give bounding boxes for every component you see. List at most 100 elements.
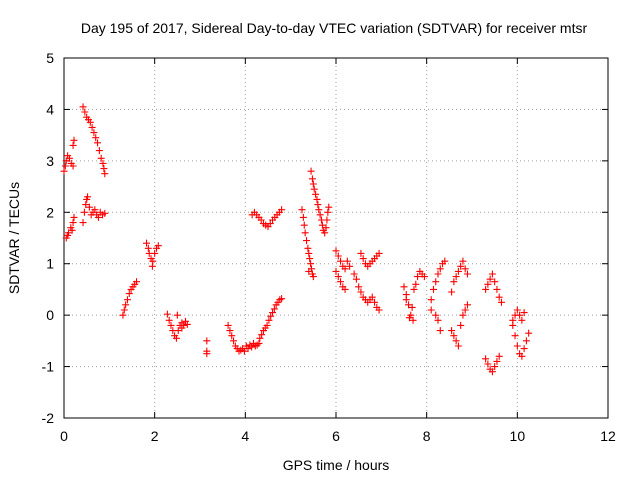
data-point	[174, 327, 182, 335]
data-point	[448, 288, 456, 296]
data-point	[459, 311, 467, 319]
data-point	[322, 224, 330, 232]
data-point	[64, 231, 72, 239]
data-point	[518, 352, 526, 360]
data-point	[323, 216, 331, 224]
data-point	[461, 265, 469, 273]
data-point	[350, 270, 358, 278]
data-point	[70, 136, 78, 144]
data-point	[265, 316, 273, 324]
data-point	[332, 247, 340, 255]
data-point	[84, 193, 92, 201]
data-point	[82, 201, 90, 209]
data-point	[300, 221, 308, 229]
data-point	[70, 213, 78, 221]
data-point	[79, 103, 87, 111]
data-point	[525, 329, 533, 337]
data-point	[516, 311, 524, 319]
data-point	[488, 270, 496, 278]
data-point	[144, 244, 152, 252]
data-point	[352, 275, 360, 283]
data-point	[228, 332, 236, 340]
data-point	[90, 129, 98, 137]
data-point	[95, 147, 103, 155]
data-point	[520, 345, 528, 353]
x-tick-label: 12	[600, 428, 616, 444]
data-point	[308, 175, 316, 183]
data-point	[518, 316, 526, 324]
data-point	[226, 327, 234, 335]
data-point	[256, 334, 264, 342]
data-point	[303, 237, 311, 245]
data-point	[298, 206, 306, 214]
data-point	[94, 139, 102, 147]
data-point	[85, 203, 93, 211]
data-point	[309, 273, 317, 281]
data-point	[305, 267, 313, 275]
data-point	[454, 342, 462, 350]
data-point	[341, 265, 349, 273]
data-point	[230, 337, 238, 345]
data-point	[99, 159, 107, 167]
x-tick-label: 2	[151, 428, 159, 444]
x-tick-labels: 0 2 4 6 8 10 12	[60, 428, 616, 444]
data-point	[237, 346, 245, 354]
data-point	[434, 316, 442, 324]
data-point	[493, 285, 501, 293]
data-point	[420, 273, 428, 281]
data-point	[427, 306, 435, 314]
data-point	[495, 352, 503, 360]
data-point	[68, 226, 76, 234]
data-point	[463, 270, 471, 278]
data-point	[88, 123, 96, 131]
data-point	[316, 211, 324, 219]
data-point	[163, 310, 171, 318]
data-point	[325, 203, 333, 211]
data-point	[461, 306, 469, 314]
y-tick-label: 3	[46, 153, 54, 169]
data-point	[81, 108, 89, 116]
data-point	[454, 267, 462, 275]
data-point	[165, 316, 173, 324]
data-point	[69, 141, 77, 149]
data-point	[488, 368, 496, 376]
data-point	[312, 190, 320, 198]
data-point	[463, 301, 471, 309]
data-point	[414, 273, 422, 281]
data-points	[60, 103, 533, 376]
data-point	[65, 154, 73, 162]
data-point	[497, 298, 505, 306]
data-point	[341, 285, 349, 293]
data-point	[307, 167, 315, 175]
y-tick-label: -2	[42, 410, 55, 426]
data-point	[263, 321, 271, 329]
data-point	[511, 332, 519, 340]
x-tick-label: 6	[332, 428, 340, 444]
data-point	[299, 213, 307, 221]
data-point	[119, 311, 127, 319]
data-point	[203, 337, 211, 345]
data-point	[495, 293, 503, 301]
data-point	[491, 363, 499, 371]
data-point	[270, 305, 278, 313]
data-point	[484, 360, 492, 368]
data-point	[457, 262, 465, 270]
data-point	[154, 242, 162, 250]
data-point	[334, 273, 342, 281]
data-point	[267, 312, 275, 320]
data-point	[522, 337, 530, 345]
data-point	[313, 195, 321, 203]
data-point	[61, 162, 69, 170]
data-point	[178, 324, 186, 332]
data-point	[410, 285, 418, 293]
data-point	[60, 167, 68, 175]
data-point	[122, 301, 130, 309]
data-point	[432, 278, 440, 286]
data-point	[452, 273, 460, 281]
x-tick-label: 4	[241, 428, 249, 444]
data-point	[318, 221, 326, 229]
data-point	[452, 337, 460, 345]
data-point	[258, 331, 266, 339]
data-point	[167, 321, 175, 329]
y-tick-label: 0	[46, 307, 54, 323]
